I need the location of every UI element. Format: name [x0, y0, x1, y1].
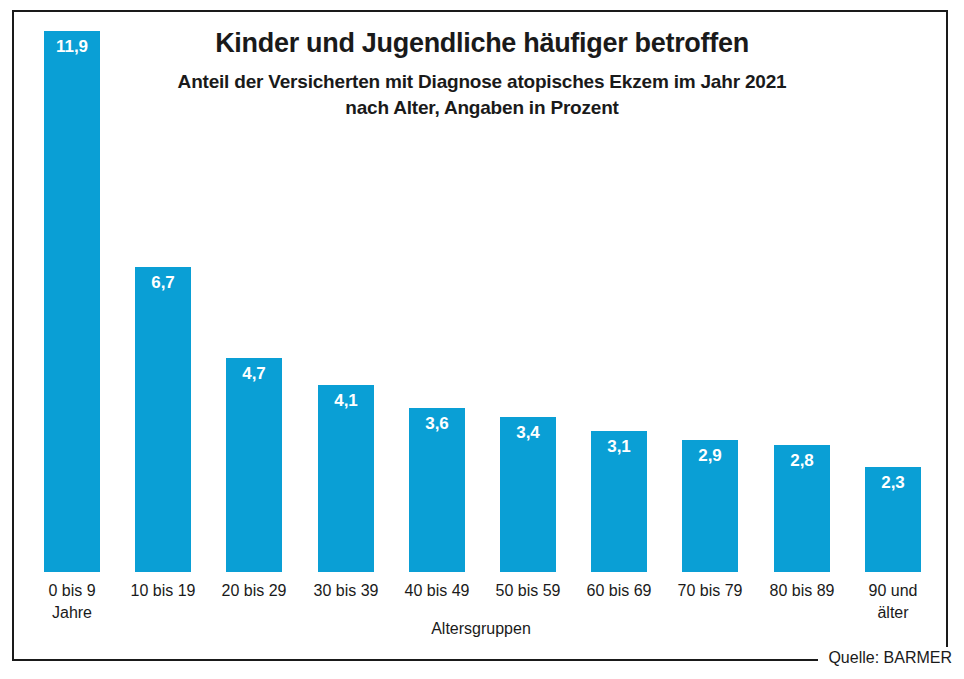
bar: 4,1 [318, 385, 374, 572]
x-axis-label: 80 bis 89 [752, 580, 852, 602]
bar-value-label: 2,9 [682, 446, 738, 466]
x-axis-label: 10 bis 19 [113, 580, 213, 602]
x-axis-label: 0 bis 9Jahre [22, 580, 122, 624]
bar-value-label: 2,8 [774, 451, 830, 471]
x-axis-label: 50 bis 59 [478, 580, 578, 602]
chart-title: Kinder und Jugendliche häufiger betroffe… [0, 28, 964, 59]
bar: 2,3 [865, 467, 921, 572]
x-axis-label-line: 70 bis 79 [660, 580, 760, 602]
bar-value-label: 3,1 [591, 437, 647, 457]
x-axis-label-line: 50 bis 59 [478, 580, 578, 602]
x-axis-label: 70 bis 79 [660, 580, 760, 602]
chart-subtitle-line2: nach Alter, Angaben in Prozent [0, 97, 964, 119]
x-axis-title: Altersgruppen [12, 620, 950, 638]
source-credit: Quelle: BARMER [818, 647, 954, 673]
x-axis-label-line: 60 bis 69 [569, 580, 669, 602]
bar-value-label: 4,1 [318, 391, 374, 411]
bar: 4,7 [226, 358, 282, 572]
x-axis-label-line: 40 bis 49 [387, 580, 487, 602]
bar-value-label: 4,7 [226, 364, 282, 384]
bar-value-label: 2,3 [865, 473, 921, 493]
bar: 6,7 [135, 267, 191, 572]
x-axis-label-line: 10 bis 19 [113, 580, 213, 602]
x-axis-label: 90 undälter [843, 580, 943, 624]
bar: 3,4 [500, 417, 556, 572]
chart-subtitle-line1: Anteil der Versicherten mit Diagnose ato… [0, 71, 964, 93]
bar: 3,1 [591, 431, 647, 572]
x-axis-label: 20 bis 29 [204, 580, 304, 602]
bar: 2,9 [682, 440, 738, 572]
bar: 3,6 [409, 408, 465, 572]
bar-value-label: 3,4 [500, 423, 556, 443]
x-axis-label: 40 bis 49 [387, 580, 487, 602]
x-axis-label: 30 bis 39 [296, 580, 396, 602]
x-axis-label-line: 0 bis 9 [22, 580, 122, 602]
bar: 2,8 [774, 445, 830, 572]
x-axis-label-line: 20 bis 29 [204, 580, 304, 602]
infographic: Kinder und Jugendliche häufiger betroffe… [0, 0, 964, 679]
bar: 11,9 [44, 31, 100, 572]
x-axis-label-line: 80 bis 89 [752, 580, 852, 602]
bar-value-label: 3,6 [409, 414, 465, 434]
x-axis-label: 60 bis 69 [569, 580, 669, 602]
x-axis-label-line: 30 bis 39 [296, 580, 396, 602]
bar-value-label: 11,9 [44, 37, 100, 57]
bar-value-label: 6,7 [135, 273, 191, 293]
x-axis-label-line: 90 und [843, 580, 943, 602]
